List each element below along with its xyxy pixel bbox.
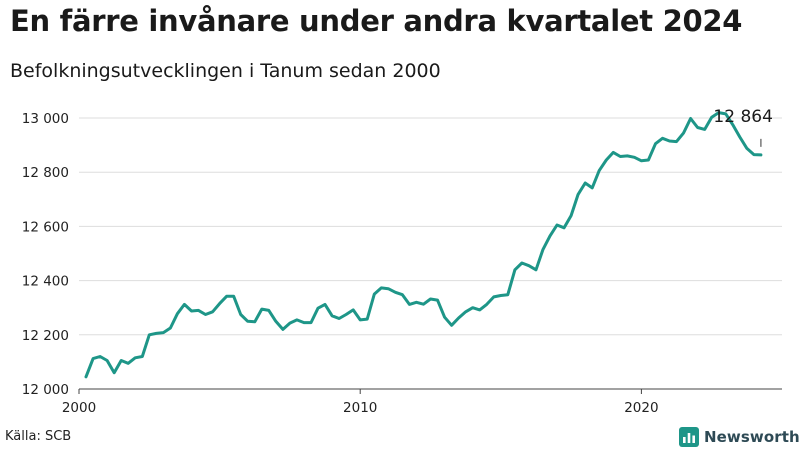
y-tick-label: 12 800 [22,165,69,181]
x-tick-label: 2020 [624,400,658,416]
newsworthy-logo: Newsworthy [679,427,800,447]
x-tick-label: 2010 [343,400,377,416]
chart-subtitle: Befolkningsutvecklingen i Tanum sedan 20… [10,60,441,82]
x-tick-label: 2000 [62,400,96,416]
annotation-label: 12 864 [713,107,772,127]
newsworthy-chart-icon [679,427,699,447]
annotation-layer: 12 864 [713,107,773,147]
chart-title: En färre invånare under andra kvartalet … [10,4,743,38]
y-axis: 12 000 12 200 12 400 12 600 12 800 13 000 [22,111,69,398]
y-tick-label: 12 000 [22,382,69,398]
y-tick-label: 12 200 [22,328,69,344]
brand-name: Newsworthy [704,428,800,446]
y-tick-label: 12 600 [22,219,69,235]
series-line-population [84,111,763,379]
series-layer [84,111,763,379]
source-label: Källa: SCB [5,429,72,444]
gridlines [79,117,782,390]
y-tick-label: 12 400 [22,274,69,290]
y-tick-label: 13 000 [22,111,69,127]
x-axis: 2000 2010 2020 [62,388,782,416]
population-line-chart: 12 000 12 200 12 400 12 600 12 800 13 000 200… [22,107,782,416]
